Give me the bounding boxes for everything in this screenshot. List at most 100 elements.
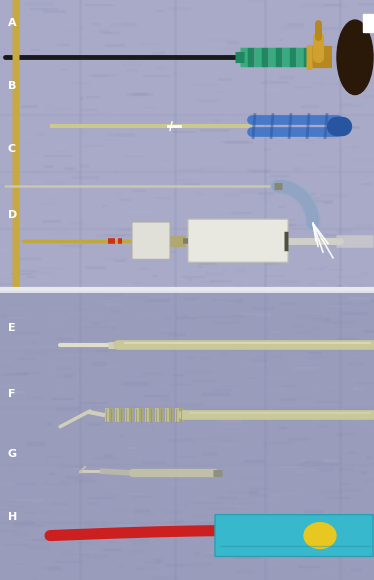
Bar xyxy=(11,273,32,274)
Bar xyxy=(264,148,270,150)
Bar xyxy=(130,550,142,552)
Bar xyxy=(156,67,165,68)
Bar xyxy=(223,9,232,12)
Bar xyxy=(348,168,359,169)
Bar xyxy=(126,212,153,213)
Bar xyxy=(199,196,224,197)
Bar xyxy=(123,155,143,157)
Bar xyxy=(56,507,64,508)
Bar xyxy=(127,347,147,348)
Bar xyxy=(368,516,372,517)
Bar xyxy=(198,167,224,168)
Bar xyxy=(99,30,108,32)
Bar xyxy=(188,278,191,280)
Bar xyxy=(0,530,18,531)
Bar xyxy=(103,549,121,550)
Bar xyxy=(267,245,273,246)
Bar xyxy=(160,48,164,49)
Bar xyxy=(270,551,278,553)
Bar xyxy=(221,136,243,137)
Bar xyxy=(257,354,281,357)
Bar xyxy=(256,251,279,252)
Bar xyxy=(279,39,282,41)
Bar xyxy=(272,219,294,220)
Bar xyxy=(157,227,177,230)
Bar xyxy=(237,284,241,286)
Bar xyxy=(58,375,72,377)
Bar xyxy=(0,325,7,326)
Bar xyxy=(267,150,278,151)
Bar xyxy=(311,280,328,281)
Bar xyxy=(199,231,216,233)
Bar xyxy=(198,559,217,561)
Bar xyxy=(32,539,59,540)
Bar xyxy=(84,145,102,146)
Bar xyxy=(324,4,346,6)
Bar xyxy=(244,211,256,213)
Bar xyxy=(202,393,229,395)
Bar xyxy=(322,79,344,81)
Bar xyxy=(184,204,199,205)
Bar xyxy=(244,461,264,462)
Bar xyxy=(214,185,239,186)
Bar xyxy=(186,357,194,358)
Bar xyxy=(177,119,184,120)
Bar xyxy=(211,9,225,10)
Bar xyxy=(126,514,134,516)
Bar xyxy=(279,330,296,332)
Bar xyxy=(176,332,203,335)
Bar xyxy=(364,331,374,332)
Bar xyxy=(152,577,178,579)
Bar xyxy=(214,299,240,300)
Bar xyxy=(13,7,21,8)
Bar xyxy=(353,386,358,389)
Bar xyxy=(326,61,346,62)
Bar xyxy=(45,397,65,399)
Bar xyxy=(216,298,232,300)
Bar xyxy=(278,47,298,49)
Bar xyxy=(27,276,34,277)
Bar xyxy=(138,218,142,220)
Bar xyxy=(40,148,63,149)
Bar xyxy=(107,148,111,150)
Bar xyxy=(228,224,254,227)
Bar xyxy=(279,97,303,100)
Bar xyxy=(214,111,223,113)
Bar xyxy=(225,316,252,317)
Bar xyxy=(187,13,191,14)
Bar xyxy=(349,297,368,299)
Bar xyxy=(6,317,25,318)
Text: A: A xyxy=(8,18,16,28)
Bar xyxy=(269,68,272,70)
Bar xyxy=(251,358,265,361)
Bar xyxy=(4,544,28,545)
Bar xyxy=(69,128,77,130)
Bar xyxy=(325,497,349,498)
Bar xyxy=(227,372,248,374)
Bar xyxy=(1,316,6,317)
Bar xyxy=(314,463,338,465)
Bar xyxy=(290,438,309,440)
Bar xyxy=(68,65,89,66)
Bar xyxy=(80,338,94,340)
Bar xyxy=(263,390,284,392)
Bar xyxy=(14,522,34,524)
Bar xyxy=(93,412,100,414)
Bar xyxy=(138,425,155,427)
Bar xyxy=(315,234,328,236)
Bar xyxy=(319,490,343,491)
Bar xyxy=(358,3,374,5)
Bar xyxy=(13,534,27,535)
Bar xyxy=(184,298,198,300)
Bar xyxy=(336,434,341,436)
Bar xyxy=(108,268,129,270)
Bar xyxy=(294,63,322,64)
Bar xyxy=(45,155,71,156)
Bar xyxy=(157,61,172,64)
Bar xyxy=(255,416,269,417)
Bar xyxy=(230,51,240,52)
Bar xyxy=(308,176,312,177)
Bar xyxy=(0,374,16,375)
Bar xyxy=(307,200,332,202)
Bar xyxy=(227,275,252,277)
